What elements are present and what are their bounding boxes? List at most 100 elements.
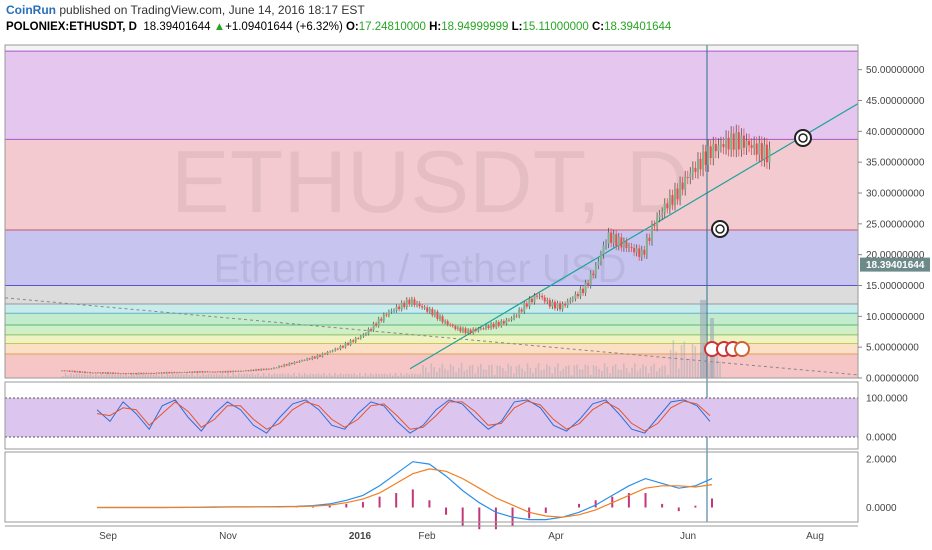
volume-bar bbox=[108, 374, 111, 378]
volume-bar bbox=[64, 373, 67, 378]
fib-band bbox=[5, 343, 858, 354]
candle-body bbox=[666, 203, 669, 209]
stoch-rsi-axis[interactable]: 100.0000 0.0000 bbox=[866, 394, 908, 444]
volume-bar bbox=[169, 375, 171, 378]
last-price-tag bbox=[860, 257, 930, 272]
volume-bar bbox=[309, 373, 312, 378]
candle-body bbox=[106, 372, 109, 374]
macd-hist-bar bbox=[411, 489, 414, 508]
macd-axis[interactable]: 2.0000 0.0000 bbox=[866, 455, 897, 514]
volume-bar bbox=[73, 374, 75, 378]
volume-bar bbox=[103, 374, 105, 378]
volume-bar bbox=[301, 375, 303, 378]
volume-bar bbox=[562, 368, 565, 378]
candle-body bbox=[428, 309, 431, 312]
volume-bar bbox=[235, 375, 237, 378]
volume-bar bbox=[397, 375, 400, 378]
volume-bar bbox=[312, 373, 314, 378]
author-link[interactable]: CoinRun bbox=[6, 3, 56, 17]
volume-bar bbox=[458, 368, 460, 378]
volume-bar bbox=[573, 365, 576, 378]
candle-body bbox=[413, 299, 416, 306]
time-tick-label: Feb bbox=[418, 531, 436, 542]
candle-body bbox=[260, 368, 263, 371]
volume-bar bbox=[579, 369, 581, 378]
volume-bar bbox=[697, 361, 699, 378]
time-tick-label: Apr bbox=[548, 531, 564, 542]
volume-bar bbox=[210, 374, 213, 378]
volume-bar bbox=[284, 374, 287, 378]
candle-body bbox=[546, 300, 549, 302]
up-arrow-icon: ▲ bbox=[213, 21, 226, 33]
candle-body bbox=[198, 371, 201, 373]
candle-body bbox=[94, 372, 97, 374]
candle-body bbox=[579, 288, 582, 297]
candle-body bbox=[385, 314, 388, 316]
stoch-rsi-line bbox=[96, 400, 711, 432]
volume-bar bbox=[119, 373, 122, 378]
candle-body bbox=[533, 295, 536, 303]
trend-lines[interactable] bbox=[4, 45, 859, 522]
volume-bar bbox=[477, 366, 479, 378]
candle-body bbox=[714, 143, 717, 152]
candle-body bbox=[127, 373, 130, 375]
candle-body bbox=[395, 306, 398, 311]
volume-bar bbox=[381, 374, 383, 378]
fib-band bbox=[5, 304, 858, 314]
candle-body bbox=[349, 340, 352, 345]
candle-body bbox=[227, 371, 230, 373]
candle-body bbox=[334, 348, 337, 351]
volume-bar bbox=[598, 368, 600, 378]
target-mark-icon bbox=[794, 129, 812, 147]
time-axis[interactable]: Sep Nov 2016 Feb Apr Jun Aug bbox=[99, 531, 824, 542]
candle-body bbox=[308, 358, 311, 360]
volume-bar bbox=[400, 373, 402, 378]
candle-body bbox=[140, 372, 143, 374]
volume-bar bbox=[482, 369, 485, 378]
candle-body bbox=[605, 243, 608, 246]
trend-line-down bbox=[4, 297, 859, 376]
volume-bar bbox=[620, 369, 622, 378]
candle-body bbox=[66, 370, 69, 372]
macd-hist-bar bbox=[328, 505, 331, 508]
volume-bar bbox=[67, 375, 70, 378]
volume-bar bbox=[359, 373, 361, 378]
candle-body bbox=[755, 143, 758, 155]
macd-hist-bar bbox=[528, 507, 531, 519]
candle-body bbox=[518, 309, 521, 316]
volume-bar bbox=[361, 375, 364, 378]
volume-bar bbox=[455, 372, 457, 378]
volume-bar bbox=[595, 366, 598, 378]
volume-bar bbox=[117, 374, 119, 378]
candle-body bbox=[740, 135, 743, 150]
candle-body bbox=[541, 295, 544, 298]
volume-bar bbox=[177, 373, 180, 378]
macd-pane[interactable] bbox=[97, 461, 713, 530]
candle-body bbox=[313, 356, 316, 359]
candle-body bbox=[610, 232, 613, 243]
candle-body bbox=[727, 137, 730, 150]
candle-body bbox=[155, 372, 158, 374]
candle-body bbox=[71, 370, 74, 372]
candle-body bbox=[758, 143, 761, 155]
volume-bar bbox=[114, 373, 116, 378]
candle-body bbox=[165, 372, 168, 374]
stoch-rsi-pane[interactable] bbox=[5, 397, 858, 438]
rsi-tick-label: 100.0000 bbox=[866, 394, 908, 405]
volume-bar bbox=[323, 373, 325, 378]
candle-body bbox=[582, 288, 585, 294]
volume-bar bbox=[491, 364, 493, 378]
volume-bar bbox=[304, 373, 306, 378]
candle-body bbox=[625, 241, 628, 248]
volume-bar bbox=[122, 375, 125, 378]
volume-bar bbox=[205, 374, 207, 378]
candle-body bbox=[114, 372, 117, 374]
macd-line bbox=[97, 468, 713, 518]
candle-body bbox=[464, 328, 467, 334]
candle-body bbox=[175, 372, 178, 373]
candle-body bbox=[410, 299, 413, 305]
volume-bar bbox=[524, 371, 526, 378]
candle-body bbox=[290, 363, 293, 364]
price-axis[interactable]: 50.00000000 45.00000000 40.00000000 35.0000… bbox=[858, 65, 930, 385]
